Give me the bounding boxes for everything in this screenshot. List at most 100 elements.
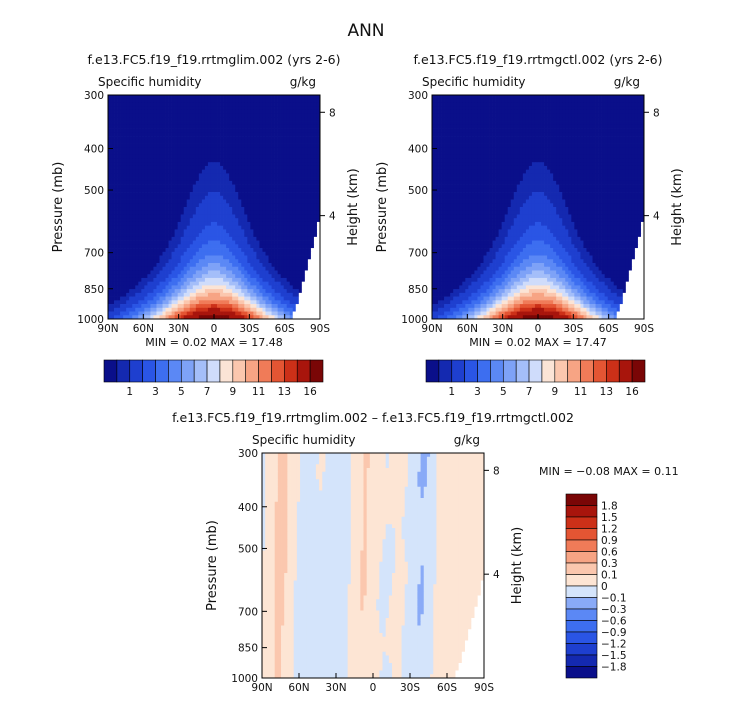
contour-cell [207, 274, 212, 279]
contour-cell [241, 207, 245, 212]
contour-cell [192, 113, 197, 118]
contour-cell [141, 285, 145, 290]
contour-cell [256, 304, 260, 309]
contour-cell [313, 292, 318, 297]
contour-cell [616, 106, 621, 111]
contour-cell [271, 121, 275, 126]
contour-cell [274, 98, 278, 103]
contour-cell [256, 236, 260, 241]
contour-cell [492, 128, 496, 133]
contour-cell [159, 285, 163, 290]
contour-cell [210, 300, 215, 305]
contour-cell [256, 180, 260, 185]
contour-cell [111, 106, 115, 111]
contour-cell [135, 192, 139, 197]
contour-cell [168, 199, 172, 204]
contour-cell [465, 109, 469, 115]
contour-cell [132, 225, 136, 230]
contour-cell [223, 173, 227, 178]
contour-cell [486, 124, 490, 129]
contour-cell [313, 289, 318, 294]
contour-cell [117, 184, 121, 189]
contour-cell [307, 266, 312, 271]
contour-cell [250, 307, 254, 312]
contour-cell [232, 188, 236, 193]
contour-cell [132, 233, 136, 238]
contour-cell [168, 304, 172, 309]
contour-cell [120, 233, 124, 238]
contour-cell [307, 162, 312, 167]
contour-cell [153, 173, 157, 178]
contour-cell [274, 236, 278, 241]
contour-cell [123, 139, 127, 144]
contour-cell [298, 136, 303, 141]
contour-cell [304, 289, 309, 294]
contour-cell [625, 102, 630, 107]
contour-cell [262, 315, 266, 320]
contour-cell [220, 263, 224, 268]
colorbar-box [193, 359, 208, 383]
contour-cell [622, 109, 627, 115]
contour-cell [298, 162, 303, 167]
contour-cell [510, 121, 515, 126]
contour-cell [556, 98, 560, 103]
contour-cell [159, 266, 163, 271]
contour-cell [295, 266, 300, 271]
contour-cell [168, 259, 172, 264]
contour-cell [531, 106, 536, 111]
contour-cell [195, 236, 200, 241]
contour-cell [256, 184, 260, 189]
contour-cell [289, 236, 294, 241]
contour-cell [108, 162, 112, 167]
contour-cell [241, 173, 245, 178]
contour-cell [289, 173, 294, 178]
contour-cell [135, 102, 139, 107]
contour-cell [226, 173, 230, 178]
contour-cell [153, 221, 157, 227]
contour-cell [556, 128, 560, 133]
contour-cell [162, 292, 166, 297]
contour-cell [519, 106, 524, 111]
contour-cell [313, 113, 318, 118]
contour-cell [286, 225, 291, 230]
contour-cell [235, 151, 239, 156]
contour-cell [229, 113, 233, 118]
contour-cell [598, 121, 602, 126]
contour-cell [292, 274, 297, 279]
contour-cell [280, 277, 285, 283]
contour-cell [141, 158, 145, 163]
contour-cell [280, 240, 285, 245]
contour-cell [204, 266, 209, 271]
contour-cell [601, 109, 605, 115]
contour-cell [147, 102, 151, 107]
contour-cell [153, 233, 157, 238]
contour-cell [123, 113, 127, 118]
contour-cell [250, 289, 254, 294]
contour-cell [111, 296, 115, 301]
contour-cell [286, 151, 291, 156]
contour-cell [286, 139, 291, 144]
contour-cell [144, 244, 148, 249]
contour-cell [622, 124, 627, 129]
contour-cell [217, 311, 221, 316]
contour-cell [553, 121, 557, 126]
contour-cell [180, 266, 185, 271]
contour-cell [250, 162, 254, 167]
contour-cell [129, 121, 133, 126]
contour-cell [195, 199, 200, 204]
contour-cell [310, 165, 315, 171]
contour-cell [474, 109, 478, 115]
contour-cell [150, 113, 154, 118]
contour-cell [253, 248, 257, 253]
contour-cell [631, 106, 636, 111]
contour-cell [516, 128, 521, 133]
contour-cell [280, 221, 285, 227]
contour-cell [265, 315, 269, 320]
contour-cell [111, 117, 115, 122]
contour-cell [613, 113, 618, 118]
contour-cell [135, 229, 139, 234]
contour-cell [316, 236, 321, 241]
contour-cell [316, 248, 321, 253]
contour-cell [292, 102, 297, 107]
contour-cell [462, 121, 466, 126]
